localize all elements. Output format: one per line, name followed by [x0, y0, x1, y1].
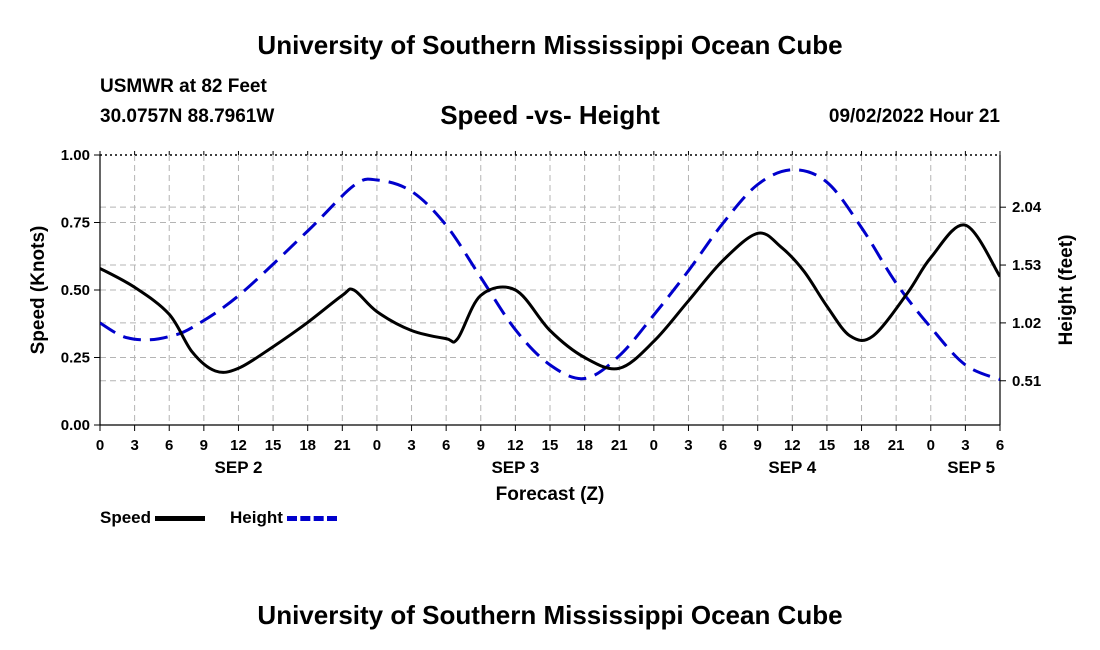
- chart-subtitle: Speed -vs- Height: [440, 100, 660, 130]
- legend-height-label: Height: [230, 508, 283, 527]
- legend-height: Height: [230, 508, 337, 528]
- day-label: SEP 2: [215, 458, 263, 477]
- chart-title: University of Southern Mississippi Ocean…: [257, 30, 843, 60]
- x-tick-label: 3: [961, 437, 969, 454]
- x-tick-label: 6: [996, 437, 1004, 454]
- x-tick-label: 0: [373, 437, 381, 454]
- footer-title: University of Southern Mississippi Ocean…: [257, 600, 843, 630]
- y-left-tick-label: 1.00: [61, 147, 90, 164]
- x-tick-label: 3: [407, 437, 415, 454]
- y-right-tick-label: 0.51: [1012, 373, 1041, 390]
- speed-series-line: [100, 223, 1000, 374]
- coordinates-label: 30.0757N 88.7961W: [100, 106, 275, 127]
- x-tick-label: 18: [576, 437, 593, 454]
- forecast-datetime: 09/02/2022 Hour 21: [828, 106, 1000, 127]
- x-tick-label: 3: [130, 437, 138, 454]
- x-tick-label: 12: [230, 437, 247, 454]
- y-right-tick-label: 1.02: [1012, 315, 1041, 332]
- x-tick-label: 18: [299, 437, 316, 454]
- y-right-tick-label: 1.53: [1012, 257, 1041, 274]
- day-label: SEP 3: [491, 458, 539, 477]
- x-tick-label: 15: [819, 437, 836, 454]
- legend-speed-label: Speed: [100, 508, 152, 527]
- x-tick-label: 6: [719, 437, 727, 454]
- x-tick-label: 3: [684, 437, 692, 454]
- x-tick-label: 9: [200, 437, 208, 454]
- y-right-axis-title: Height (feet): [1056, 235, 1077, 346]
- legend-speed: Speed: [100, 508, 206, 528]
- x-tick-label: 21: [334, 437, 351, 454]
- x-tick-label: 9: [754, 437, 762, 454]
- height-series-line: [100, 168, 1000, 382]
- legend-speed-swatch: [155, 515, 206, 521]
- axis-labels: 0 3 6 9 12 15 18 21 0 3 6 9 12 15 18 21 0 3 6 9 12 15 18 21 0 3 6 0…: [28, 147, 1077, 505]
- day-label: SEP 5: [947, 458, 995, 477]
- x-tick-label: 6: [165, 437, 173, 454]
- x-tick-label: 21: [888, 437, 905, 454]
- y-left-axis-title: Speed (Knots): [28, 226, 49, 355]
- y-left-tick-label: 0.50: [61, 282, 90, 299]
- x-tick-label: 18: [853, 437, 870, 454]
- x-tick-label: 15: [265, 437, 282, 454]
- grid: [100, 155, 1000, 425]
- day-label: SEP 4: [768, 458, 816, 477]
- x-tick-label: 0: [96, 437, 104, 454]
- y-left-tick-label: 0.75: [61, 215, 90, 232]
- y-left-tick-label: 0.00: [61, 417, 90, 434]
- axes: [94, 151, 1006, 431]
- x-tick-label: 0: [927, 437, 935, 454]
- x-tick-label: 12: [784, 437, 801, 454]
- x-tick-label: 15: [542, 437, 559, 454]
- x-tick-label: 21: [611, 437, 628, 454]
- y-left-tick-label: 0.25: [61, 350, 90, 367]
- series: [100, 168, 1000, 382]
- y-right-tick-label: 2.04: [1012, 199, 1042, 216]
- legend-height-swatch: [286, 515, 337, 521]
- x-tick-label: 9: [477, 437, 485, 454]
- x-tick-label: 12: [507, 437, 524, 454]
- x-tick-label: 6: [442, 437, 450, 454]
- x-axis-title: Forecast (Z): [496, 484, 605, 505]
- x-tick-label: 0: [650, 437, 658, 454]
- station-label: USMWR at 82 Feet: [100, 76, 267, 97]
